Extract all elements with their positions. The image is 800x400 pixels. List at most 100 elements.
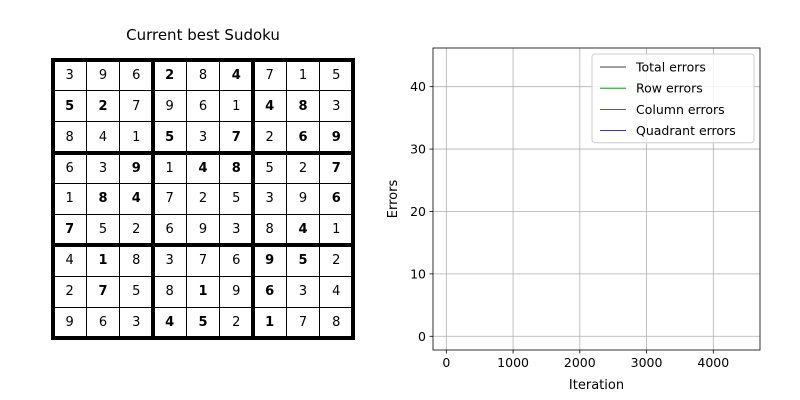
sudoku-title: Current best Sudoku (126, 26, 280, 44)
sudoku-cell: 5 (198, 315, 208, 331)
sudoku-cell: 2 (332, 253, 341, 269)
sudoku-cell: 3 (132, 315, 141, 331)
sudoku-cell: 8 (132, 253, 141, 269)
sudoku-cell: 3 (165, 253, 174, 269)
sudoku-cell: 4 (298, 222, 308, 238)
grid-line-horizontal (51, 213, 355, 215)
sudoku-cell: 5 (332, 67, 341, 83)
sudoku-cell: 6 (298, 129, 308, 145)
x-tick-label: 2000 (564, 355, 596, 370)
grid-line-vertical (351, 58, 355, 340)
sudoku-cell: 4 (131, 191, 141, 207)
legend-box (591, 53, 755, 144)
sudoku-cell: 6 (165, 222, 174, 238)
sudoku-cell: 6 (98, 315, 108, 331)
sudoku-cell: 1 (65, 191, 74, 207)
sudoku-cell: 8 (298, 98, 308, 114)
sudoku-cell: 1 (232, 98, 241, 114)
sudoku-cell: 4 (165, 315, 175, 331)
sudoku-cell: 9 (131, 160, 141, 176)
sudoku-cell: 2 (65, 284, 74, 300)
sudoku-cell: 8 (332, 315, 341, 331)
sudoku-cell: 6 (132, 67, 141, 83)
sudoku-cell: 4 (65, 253, 74, 269)
grid-line-vertical (51, 58, 55, 340)
grid-line-vertical (251, 58, 255, 340)
y-tick-label: 40 (410, 79, 426, 94)
sudoku-cell: 7 (231, 129, 241, 145)
sudoku-cell: 3 (332, 98, 341, 114)
sudoku-cell: 5 (98, 222, 108, 238)
sudoku-cell: 6 (232, 253, 241, 269)
sudoku-cell: 7 (165, 191, 174, 207)
sudoku-cell: 2 (98, 98, 108, 114)
sudoku-cell: 2 (232, 315, 241, 331)
sudoku-cell: 1 (198, 284, 208, 300)
grid-line-horizontal (51, 306, 355, 308)
sudoku-cell: 3 (265, 191, 274, 207)
x-tick-label: 0 (442, 355, 450, 370)
sudoku-cell: 3 (65, 67, 74, 83)
grid-line-horizontal (51, 243, 355, 248)
sudoku-cell: 4 (198, 160, 208, 176)
sudoku-cell: 2 (132, 222, 141, 238)
sudoku-cell: 5 (132, 284, 141, 300)
y-tick-label: 0 (418, 329, 426, 344)
sudoku-cell: 2 (265, 129, 274, 145)
sudoku-cell: 7 (298, 315, 308, 331)
sudoku-cell: 8 (165, 284, 174, 300)
grid-line-horizontal (51, 150, 355, 155)
grid-line-vertical (285, 58, 287, 340)
grid-line-horizontal (51, 58, 355, 62)
sudoku-cell: 9 (65, 315, 74, 331)
sudoku-cell: 7 (331, 160, 341, 176)
sudoku-cell: 9 (265, 253, 275, 269)
sudoku-cell: 4 (231, 67, 241, 83)
sudoku-cell: 5 (65, 98, 75, 114)
x-tick-label: 4000 (697, 355, 729, 370)
sudoku-cell: 6 (198, 98, 208, 114)
sudoku-cell: 8 (65, 129, 74, 145)
sudoku-cell: 1 (265, 315, 275, 331)
sudoku-cell: 7 (198, 253, 208, 269)
y-tick-label: 10 (410, 266, 426, 281)
sudoku-cell: 6 (331, 191, 341, 207)
y-axis-label: Errors (386, 180, 401, 219)
y-tick-label: 30 (410, 142, 426, 157)
sudoku-cell: 9 (198, 222, 208, 238)
sudoku-cell: 9 (98, 67, 108, 83)
sudoku-cell: 7 (265, 67, 274, 83)
legend-label: Row errors (636, 81, 703, 96)
sudoku-cell: 9 (232, 284, 241, 300)
grid-line-vertical (119, 58, 121, 340)
legend-label: Total errors (635, 60, 706, 75)
sudoku-cell: 5 (232, 191, 241, 207)
sudoku-cell: 3 (98, 160, 108, 176)
sudoku-cell: 4 (265, 98, 275, 114)
sudoku-cell: 8 (265, 222, 274, 238)
sudoku-cell: 8 (231, 160, 241, 176)
sudoku-cell: 5 (298, 253, 308, 269)
grid-line-horizontal (51, 183, 355, 185)
sudoku-cell: 2 (298, 160, 308, 176)
sudoku-cell: 3 (198, 129, 208, 145)
x-axis-label: Iteration (569, 378, 624, 393)
plot-frame (432, 47, 761, 351)
sudoku-cell: 9 (165, 98, 174, 114)
grid-line-horizontal (51, 275, 355, 277)
sudoku-cell: 6 (65, 160, 74, 176)
sudoku-cell: 1 (165, 160, 174, 176)
sudoku-cell: 7 (132, 98, 141, 114)
sudoku-cell: 1 (332, 222, 341, 238)
sudoku-cell: 1 (132, 129, 141, 145)
sudoku-cell: 8 (198, 67, 208, 83)
y-tick-label: 20 (410, 204, 426, 219)
sudoku-cell: 1 (98, 253, 108, 269)
grid-line-horizontal (51, 90, 355, 92)
grid-line-vertical (319, 58, 321, 340)
sudoku-cell: 4 (332, 284, 341, 300)
sudoku-cell: 6 (265, 284, 275, 300)
sudoku-cell: 7 (65, 222, 75, 238)
grid-line-vertical (185, 58, 187, 340)
sudoku-cell: 9 (298, 191, 308, 207)
